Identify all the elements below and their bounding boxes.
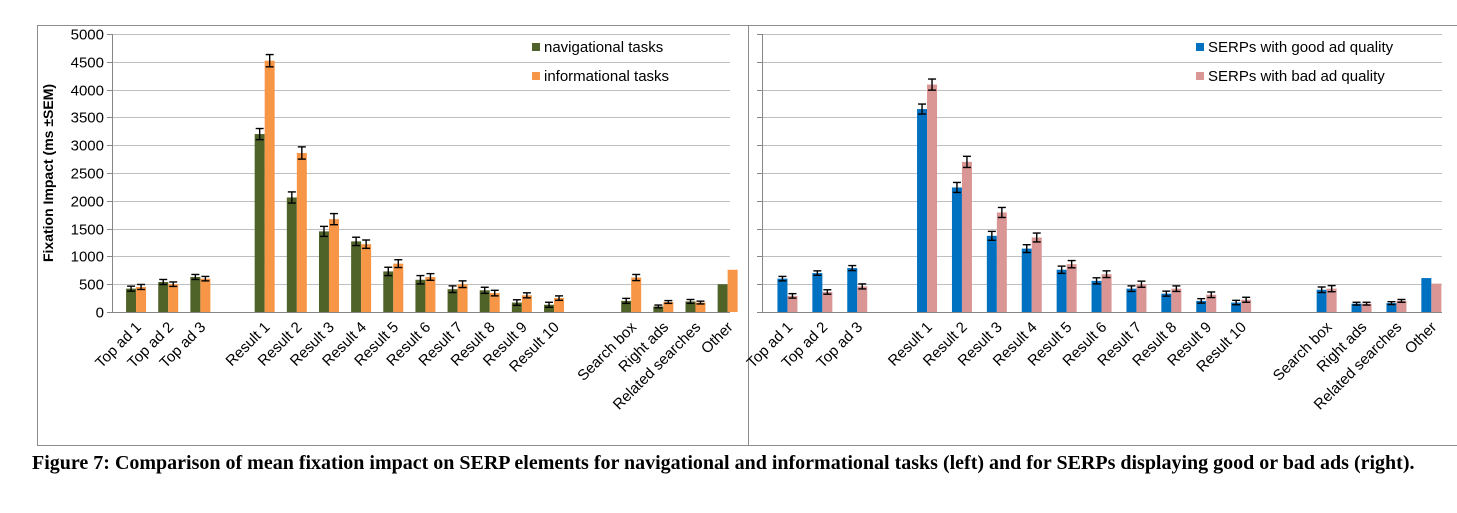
bar-serps-with-bad-ad-quality-result-1 — [927, 84, 938, 312]
bar-informational-tasks-result-8 — [489, 293, 500, 312]
legend-label-serps-with-bad-ad-quality: SERPs with bad ad quality — [1208, 68, 1385, 85]
legend-label-informational-tasks: informational tasks — [544, 68, 669, 85]
legend-swatch-navigational-tasks — [532, 43, 540, 51]
bar-informational-tasks-result-5 — [393, 263, 404, 312]
bar-serps-with-good-ad-quality-result-4 — [1021, 248, 1032, 312]
bar-serps-with-bad-ad-quality-result-5 — [1066, 264, 1077, 312]
bar-navigational-tasks-result-4 — [351, 241, 362, 312]
bar-serps-with-bad-ad-quality-result-10 — [1241, 299, 1252, 312]
bar-informational-tasks-result-7 — [457, 284, 468, 312]
bar-serps-with-bad-ad-quality-result-2 — [961, 161, 972, 312]
bar-navigational-tasks-search-box — [621, 300, 632, 312]
bar-serps-with-good-ad-quality-result-10 — [1231, 302, 1242, 312]
bar-serps-with-bad-ad-quality-search-box — [1326, 288, 1337, 312]
bar-serps-with-bad-ad-quality-result-4 — [1031, 237, 1042, 312]
legend-swatch-serps-with-good-ad-quality — [1196, 43, 1204, 51]
bar-serps-with-good-ad-quality-related-searches — [1386, 303, 1397, 312]
figure-caption: Figure 7: Comparison of mean fixation im… — [32, 452, 1415, 474]
bar-serps-with-good-ad-quality-top-ad-3 — [847, 268, 858, 312]
bar-navigational-tasks-top-ad-3 — [190, 276, 201, 312]
y-tick-label: 2000 — [71, 194, 104, 211]
bar-navigational-tasks-result-2 — [286, 197, 297, 312]
bar-navigational-tasks-result-10 — [544, 304, 555, 312]
bar-informational-tasks-result-1 — [264, 60, 275, 312]
bar-serps-with-bad-ad-quality-result-8 — [1171, 288, 1182, 312]
bar-navigational-tasks-result-6 — [415, 279, 426, 312]
y-tick-label: 4500 — [71, 55, 104, 72]
bar-serps-with-good-ad-quality-result-3 — [986, 235, 997, 312]
bar-informational-tasks-result-3 — [328, 219, 339, 312]
bar-informational-tasks-right-ads — [663, 301, 674, 312]
bar-serps-with-bad-ad-quality-result-3 — [996, 212, 1007, 312]
bar-serps-with-bad-ad-quality-related-searches — [1396, 300, 1407, 312]
bar-navigational-tasks-other — [717, 284, 728, 312]
bar-serps-with-good-ad-quality-result-6 — [1091, 280, 1102, 312]
bar-navigational-tasks-top-ad-2 — [158, 281, 169, 312]
y-tick-label: 1500 — [71, 222, 104, 239]
bar-serps-with-bad-ad-quality-result-6 — [1101, 274, 1112, 312]
x-tick-label-other: Other — [1402, 319, 1441, 358]
y-tick-label: 2500 — [71, 166, 104, 183]
bar-serps-with-good-ad-quality-result-9 — [1196, 300, 1207, 312]
bar-serps-with-good-ad-quality-right-ads — [1351, 303, 1362, 312]
y-tick-label: 3000 — [71, 138, 104, 155]
bar-serps-with-good-ad-quality-other — [1421, 278, 1432, 312]
bar-navigational-tasks-top-ad-1 — [126, 288, 137, 312]
bar-informational-tasks-result-6 — [425, 276, 436, 312]
bar-informational-tasks-result-4 — [361, 244, 372, 312]
bar-informational-tasks-top-ad-3 — [200, 278, 211, 312]
legend-label-serps-with-good-ad-quality: SERPs with good ad quality — [1208, 39, 1394, 56]
y-tick-label: 5000 — [71, 27, 104, 44]
y-tick-label: 1000 — [71, 249, 104, 266]
bar-serps-with-bad-ad-quality-top-ad-2 — [822, 291, 833, 312]
chart-frame — [37, 25, 1457, 446]
bar-serps-with-bad-ad-quality-right-ads — [1361, 303, 1372, 312]
legend-swatch-informational-tasks — [532, 72, 540, 80]
bar-serps-with-bad-ad-quality-result-7 — [1136, 284, 1147, 312]
bar-navigational-tasks-result-9 — [511, 302, 522, 312]
bar-informational-tasks-result-10 — [554, 298, 565, 312]
bar-serps-with-bad-ad-quality-other — [1431, 283, 1442, 312]
bar-navigational-tasks-result-5 — [383, 271, 394, 312]
bar-serps-with-bad-ad-quality-top-ad-1 — [787, 295, 798, 312]
bar-serps-with-good-ad-quality-top-ad-2 — [812, 273, 823, 312]
bar-informational-tasks-related-searches — [695, 302, 706, 312]
bar-informational-tasks-top-ad-2 — [168, 284, 179, 312]
legend-label-navigational-tasks: navigational tasks — [544, 39, 663, 56]
bar-serps-with-good-ad-quality-result-8 — [1161, 293, 1172, 312]
bar-navigational-tasks-right-ads — [653, 306, 664, 312]
bar-informational-tasks-search-box — [631, 277, 642, 312]
bar-serps-with-good-ad-quality-result-7 — [1126, 288, 1137, 312]
y-tick-label: 4000 — [71, 83, 104, 100]
y-axis-label: Fixation Impact (ms ±SEM) — [40, 84, 56, 262]
bar-navigational-tasks-result-3 — [318, 231, 329, 312]
x-tick-label-other: Other — [698, 319, 737, 358]
y-tick-label: 0 — [96, 305, 104, 322]
bar-serps-with-good-ad-quality-result-1 — [917, 109, 928, 312]
y-tick-label: 500 — [79, 277, 104, 294]
y-tick-label: 3500 — [71, 110, 104, 127]
bar-navigational-tasks-result-1 — [254, 134, 265, 312]
bar-serps-with-good-ad-quality-result-5 — [1056, 269, 1067, 312]
bar-informational-tasks-result-9 — [521, 295, 532, 312]
bar-navigational-tasks-result-7 — [447, 289, 458, 312]
bar-serps-with-good-ad-quality-search-box — [1316, 289, 1327, 312]
chart-panel-1: 0 500 1000 1500 2000 2500 3000 3500 4000 4500 5000… — [40, 27, 738, 413]
legend-swatch-serps-with-bad-ad-quality — [1196, 72, 1204, 80]
bar-informational-tasks-other — [727, 269, 738, 312]
bar-serps-with-bad-ad-quality-result-9 — [1206, 294, 1217, 312]
bar-navigational-tasks-related-searches — [685, 301, 696, 312]
bar-informational-tasks-result-2 — [296, 152, 307, 312]
bar-navigational-tasks-result-8 — [479, 290, 490, 312]
bar-serps-with-bad-ad-quality-top-ad-3 — [857, 286, 868, 312]
bar-serps-with-good-ad-quality-result-2 — [951, 187, 962, 312]
bar-serps-with-good-ad-quality-top-ad-1 — [777, 278, 788, 312]
bar-informational-tasks-top-ad-1 — [136, 286, 147, 312]
